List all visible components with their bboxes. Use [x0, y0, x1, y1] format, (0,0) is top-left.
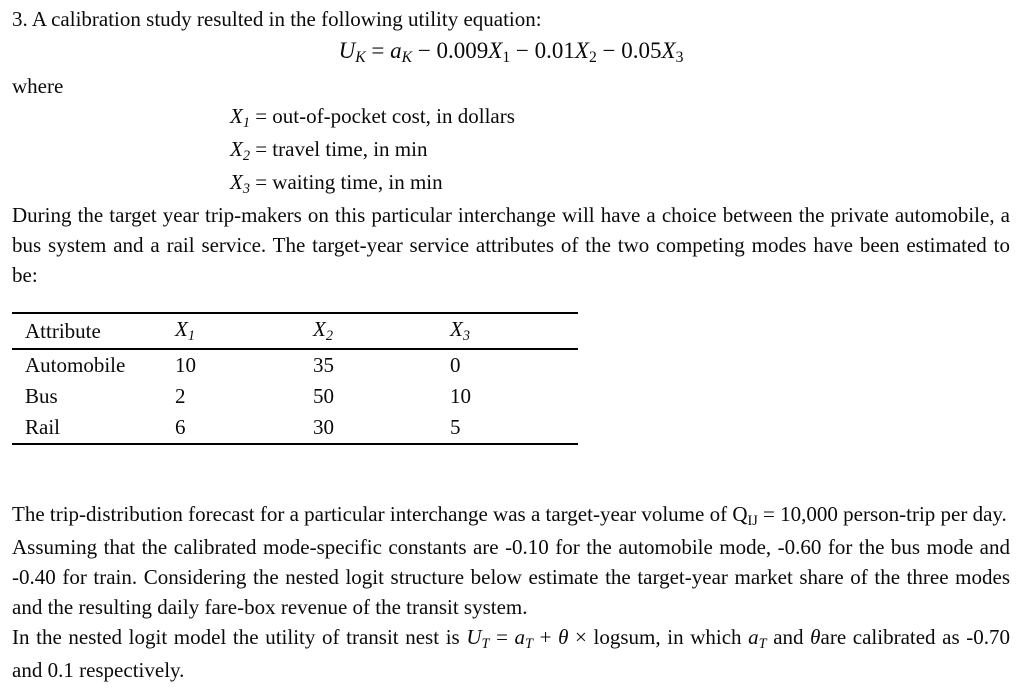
text-segment: 1 [502, 49, 511, 67]
cell-x2-value: 35 [313, 353, 334, 377]
text-segment: − 0.05 [596, 38, 662, 63]
text-segment: T [481, 635, 490, 652]
attributes-table: Attribute X1 X2 X3 Automobile 10 35 0 Bu… [12, 312, 578, 445]
text-segment: − 0.01 [510, 38, 575, 63]
variable-definition-x2: X2 = travel time, in min [230, 134, 1010, 167]
text-segment: U [338, 38, 356, 63]
text-segment: X [661, 38, 676, 63]
cell-mode-name: Bus [25, 384, 58, 408]
text-segment: = [489, 625, 515, 649]
text-segment: X [230, 137, 243, 161]
where-label: where [12, 74, 64, 98]
text-segment: K [355, 49, 366, 67]
text-segment: = [365, 38, 391, 63]
cell-x2-value: 30 [313, 415, 334, 439]
text-segment: 3 [675, 49, 684, 67]
nested-logit-paragraph: In the nested logit model the utility of… [12, 622, 1010, 685]
text-segment: 2 [588, 49, 597, 67]
problem-statement-heading: 3. A calibration study resulted in the f… [12, 7, 542, 31]
cell-x3-value: 5 [450, 415, 461, 439]
text-segment: = out-of-pocket cost, in dollars [249, 104, 515, 128]
text-segment: U [466, 625, 482, 649]
cell-x1-value: 2 [175, 384, 186, 408]
document-page: 3. A calibration study resulted in the f… [12, 7, 1010, 685]
cell-x3-value: 10 [450, 384, 471, 408]
text-segment: 3 [462, 327, 470, 344]
text-segment: θ [558, 625, 569, 649]
text-segment: The trip-distribution forecast for a par… [12, 502, 748, 526]
text-segment: T [525, 635, 533, 652]
cell-mode-name: Rail [25, 415, 60, 439]
text-segment: K [401, 49, 413, 67]
variable-definition-x1: X1 = out-of-pocket cost, in dollars [230, 101, 1010, 134]
table-row-rail: Rail 6 30 5 [12, 412, 578, 444]
text-segment: X [230, 104, 243, 128]
text-segment: θ [810, 625, 821, 649]
text-segment: Attribute [25, 318, 101, 343]
text-segment: X [230, 170, 243, 194]
cell-x3-value: 0 [450, 353, 461, 377]
text-segment: 1 [242, 114, 250, 131]
text-segment: 2 [242, 147, 250, 164]
text-segment: X [488, 38, 503, 63]
col-header-x2: X2 [300, 313, 437, 349]
col-header-x1: X1 [162, 313, 300, 349]
text-segment: = waiting time, in min [249, 170, 443, 194]
text-segment: = 10,000 person-trip per day. [757, 502, 1007, 526]
text-segment: − 0.009 [412, 38, 489, 63]
text-segment: T [758, 635, 767, 652]
variable-definitions: X1 = out-of-pocket cost, in dollars X2 =… [12, 101, 1010, 200]
col-header-x3: X3 [437, 313, 578, 349]
text-segment: X [175, 317, 188, 341]
table-row-bus: Bus 2 50 10 [12, 381, 578, 412]
text-segment: are calibrated as -0.70 and 0.1 respecti… [12, 625, 1011, 682]
text-segment: a [390, 38, 402, 63]
text-segment: + [532, 625, 559, 649]
cell-x2-value: 50 [313, 384, 334, 408]
service-attributes-paragraph: During the target year trip-makers on th… [12, 203, 1010, 287]
text-segment: X [450, 317, 463, 341]
text-segment: × logsum, in which [568, 625, 749, 649]
text-segment: In the nested logit model the utility of… [12, 625, 467, 649]
forecast-paragraph: The trip-distribution forecast for a par… [12, 499, 1010, 532]
text-segment: and [766, 625, 811, 649]
text-segment: a [514, 625, 526, 649]
text-segment: X [313, 317, 326, 341]
assumptions-paragraph: Assuming that the calibrated mode-specif… [12, 535, 1010, 619]
col-header-attribute: Attribute [12, 313, 162, 349]
text-segment: X [574, 38, 589, 63]
variable-definition-x3: X3 = waiting time, in min [230, 167, 1010, 200]
cell-mode-name: Automobile [25, 353, 126, 377]
text-segment: 3 [242, 180, 250, 197]
table-row-automobile: Automobile 10 35 0 [12, 349, 578, 381]
table-header-row: Attribute X1 X2 X3 [12, 313, 578, 349]
text-segment: 2 [325, 327, 333, 344]
utility-equation: UK = aK − 0.009X1 − 0.01X2 − 0.05X3 [12, 34, 1010, 71]
cell-x1-value: 6 [175, 415, 186, 439]
cell-x1-value: 10 [175, 353, 196, 377]
text-segment: = travel time, in min [249, 137, 428, 161]
text-segment: IJ [747, 512, 758, 529]
text-segment: a [748, 625, 759, 649]
text-segment: 1 [187, 327, 195, 344]
